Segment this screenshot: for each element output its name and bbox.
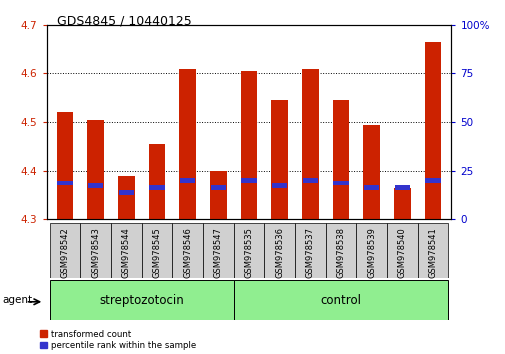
Bar	[241, 178, 256, 183]
FancyBboxPatch shape	[172, 223, 203, 278]
Text: GSM978541: GSM978541	[428, 227, 437, 278]
Text: GSM978543: GSM978543	[91, 227, 100, 278]
FancyBboxPatch shape	[233, 223, 264, 278]
Bar	[180, 178, 195, 183]
Text: GSM978547: GSM978547	[214, 227, 222, 278]
Bar	[393, 188, 410, 219]
Text: GSM978545: GSM978545	[152, 227, 161, 278]
Bar	[149, 185, 164, 190]
Text: GSM978535: GSM978535	[244, 227, 253, 278]
FancyBboxPatch shape	[417, 223, 447, 278]
FancyBboxPatch shape	[356, 223, 386, 278]
FancyBboxPatch shape	[111, 223, 141, 278]
FancyBboxPatch shape	[233, 280, 447, 320]
Text: agent: agent	[3, 295, 33, 305]
Bar	[119, 190, 134, 195]
Text: streptozotocin: streptozotocin	[99, 293, 184, 307]
FancyBboxPatch shape	[203, 223, 233, 278]
Text: GSM978542: GSM978542	[60, 227, 69, 278]
FancyBboxPatch shape	[80, 223, 111, 278]
Bar	[424, 42, 440, 219]
Bar	[57, 181, 72, 185]
FancyBboxPatch shape	[49, 223, 80, 278]
FancyBboxPatch shape	[49, 280, 233, 320]
Text: GSM978538: GSM978538	[336, 227, 345, 278]
Bar	[148, 144, 165, 219]
FancyBboxPatch shape	[386, 223, 417, 278]
Bar	[271, 100, 287, 219]
Bar	[88, 183, 103, 188]
FancyBboxPatch shape	[141, 223, 172, 278]
Bar	[363, 185, 378, 190]
Text: GSM978546: GSM978546	[183, 227, 192, 278]
Text: control: control	[320, 293, 361, 307]
Bar	[210, 185, 225, 190]
Bar	[87, 120, 104, 219]
Text: GSM978537: GSM978537	[305, 227, 314, 278]
Bar	[301, 69, 318, 219]
Text: GSM978544: GSM978544	[122, 227, 130, 278]
Bar	[272, 183, 287, 188]
Bar	[118, 176, 134, 219]
Bar	[210, 171, 226, 219]
FancyBboxPatch shape	[325, 223, 356, 278]
Text: GDS4845 / 10440125: GDS4845 / 10440125	[57, 14, 191, 27]
Text: GSM978536: GSM978536	[275, 227, 283, 278]
Text: GSM978539: GSM978539	[367, 227, 375, 278]
Text: GSM978540: GSM978540	[397, 227, 406, 278]
Bar	[425, 178, 440, 183]
Bar	[394, 185, 409, 190]
Bar	[179, 69, 195, 219]
FancyBboxPatch shape	[294, 223, 325, 278]
Bar	[57, 113, 73, 219]
FancyBboxPatch shape	[264, 223, 294, 278]
Bar	[363, 125, 379, 219]
Bar	[302, 178, 317, 183]
Bar	[333, 181, 348, 185]
Bar	[332, 100, 348, 219]
Legend: transformed count, percentile rank within the sample: transformed count, percentile rank withi…	[40, 330, 196, 350]
Bar	[240, 71, 257, 219]
